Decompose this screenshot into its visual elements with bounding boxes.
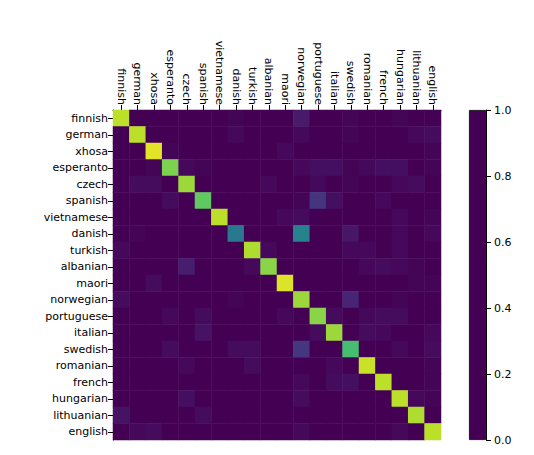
svg-text:portuguese: portuguese <box>45 310 108 323</box>
svg-text:portuguese: portuguese <box>312 42 325 105</box>
svg-text:spanish: spanish <box>66 194 108 207</box>
svg-text:german: german <box>131 62 144 105</box>
svg-text:finnish: finnish <box>115 68 128 105</box>
svg-text:hungarian: hungarian <box>52 392 108 405</box>
svg-text:french: french <box>377 70 390 105</box>
svg-text:swedish: swedish <box>64 343 108 356</box>
svg-text:hungarian: hungarian <box>394 49 407 105</box>
svg-text:lithuanian: lithuanian <box>53 409 108 422</box>
svg-text:italian: italian <box>328 71 341 105</box>
svg-text:danish: danish <box>230 69 243 105</box>
svg-text:norwegian: norwegian <box>295 47 308 105</box>
svg-text:maori: maori <box>279 73 292 105</box>
svg-text:esperanto: esperanto <box>164 49 177 105</box>
svg-text:italian: italian <box>74 326 108 339</box>
svg-text:esperanto: esperanto <box>52 161 108 174</box>
svg-text:english: english <box>426 65 439 105</box>
svg-text:vietnamese: vietnamese <box>44 211 109 224</box>
svg-text:spanish: spanish <box>197 63 210 105</box>
svg-text:0.0: 0.0 <box>494 434 512 447</box>
svg-text:romanian: romanian <box>361 53 374 105</box>
svg-text:turkish: turkish <box>70 244 108 257</box>
svg-text:finnish: finnish <box>71 112 108 125</box>
svg-text:maori: maori <box>76 277 108 290</box>
svg-text:lithuanian: lithuanian <box>410 50 423 105</box>
svg-text:french: french <box>73 376 108 389</box>
svg-text:czech: czech <box>76 178 108 191</box>
svg-text:0.8: 0.8 <box>494 170 512 183</box>
svg-text:german: german <box>65 128 108 141</box>
svg-text:albanian: albanian <box>262 58 275 105</box>
svg-text:albanian: albanian <box>61 260 108 273</box>
svg-text:vietnamese: vietnamese <box>213 41 226 106</box>
svg-text:turkish: turkish <box>246 67 259 105</box>
svg-text:1.0: 1.0 <box>494 104 512 117</box>
svg-text:romanian: romanian <box>56 359 108 372</box>
svg-text:0.4: 0.4 <box>494 302 512 315</box>
svg-text:danish: danish <box>72 227 108 240</box>
svg-text:xhosa: xhosa <box>148 72 161 105</box>
svg-text:norwegian: norwegian <box>50 293 108 306</box>
svg-text:english: english <box>68 425 108 438</box>
svg-text:czech: czech <box>180 73 193 105</box>
svg-text:xhosa: xhosa <box>75 145 108 158</box>
svg-text:0.6: 0.6 <box>494 236 512 249</box>
svg-text:swedish: swedish <box>344 61 357 105</box>
svg-text:0.2: 0.2 <box>494 368 512 381</box>
